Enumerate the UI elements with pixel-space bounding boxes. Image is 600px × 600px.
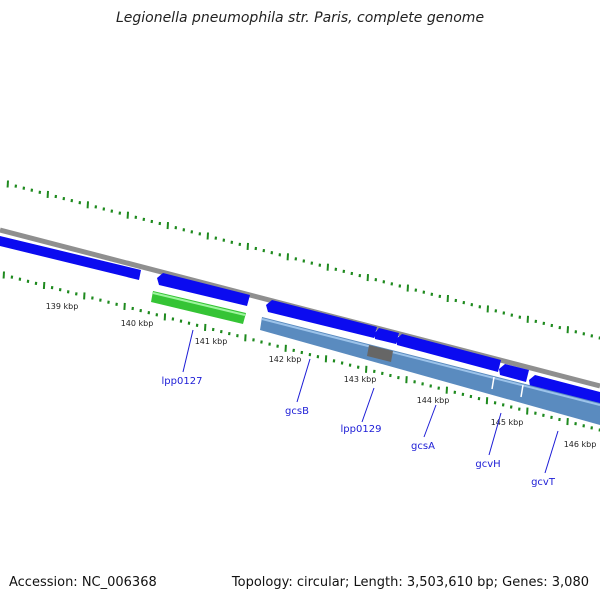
outer-tick-row — [6, 180, 600, 340]
reverse-strand-track — [151, 291, 600, 425]
gene-label-lpp0127[interactable]: lpp0127 — [162, 376, 203, 387]
gene-label-gcsA[interactable]: gcsA — [411, 441, 435, 452]
gene-callout-line — [544, 430, 559, 474]
operon-divider-1 — [491, 376, 495, 390]
gene-label-gcvH[interactable]: gcvH — [475, 459, 500, 470]
gene-arrow-lpp0127-highlight — [152, 292, 246, 316]
operon-divider-2 — [520, 384, 524, 398]
forward-strand-track — [0, 236, 600, 404]
gene-callout-line — [423, 404, 437, 438]
genome-summary: Topology: circular; Length: 3,503,610 bp… — [231, 575, 589, 590]
map-title: Legionella pneumophila str. Paris, compl… — [115, 10, 485, 26]
kbp-tick-label: 141 kbp — [195, 337, 228, 346]
kbp-scale-labels: 139 kbp 140 kbp 141 kbp 142 kbp 143 kbp 144 k… — [46, 302, 597, 449]
operon-highlight-segment[interactable] — [367, 345, 393, 362]
gene-arrow-lpp0127[interactable] — [151, 291, 246, 324]
gene-arrow-gcvH[interactable] — [499, 364, 529, 382]
kbp-tick-label: 144 kbp — [417, 396, 450, 405]
kbp-tick-label: 142 kbp — [269, 355, 302, 364]
kbp-tick-label: 145 kbp — [491, 418, 524, 427]
inner-tick-row — [2, 271, 600, 432]
operon-band[interactable] — [260, 317, 600, 425]
kbp-tick-label: 140 kbp — [121, 319, 154, 328]
gene-label-gcvT[interactable]: gcvT — [531, 477, 556, 488]
gene-callout-line — [296, 358, 311, 403]
gene-arrow-gcvT[interactable] — [529, 375, 600, 404]
gene-label-lpp0129[interactable]: lpp0129 — [341, 424, 382, 435]
operon-band-highlight — [261, 318, 600, 406]
accession-label: Accession: NC_006368 — [9, 575, 157, 590]
gene-arrow-lpp0129-fwd[interactable] — [374, 328, 399, 344]
kbp-tick-label: 139 kbp — [46, 302, 79, 311]
gene-arrow-lpp0127-fwd[interactable] — [157, 273, 250, 306]
gene-callout-line — [488, 412, 502, 456]
gene-callout-line — [182, 329, 194, 373]
gene-callout-line — [361, 387, 375, 423]
gene-label-gcsB[interactable]: gcsB — [285, 406, 309, 417]
gene-arrow-gcsB[interactable] — [266, 300, 377, 338]
kbp-tick-label: 146 kbp — [564, 440, 597, 449]
gene-arrow-lpp0126[interactable] — [0, 236, 141, 280]
gene-arrow-gcsA[interactable] — [396, 334, 501, 372]
kbp-tick-label: 143 kbp — [344, 375, 377, 384]
gene-callouts: lpp0127 gcsB lpp0129 gcsA gcvH gcvT — [162, 329, 559, 488]
